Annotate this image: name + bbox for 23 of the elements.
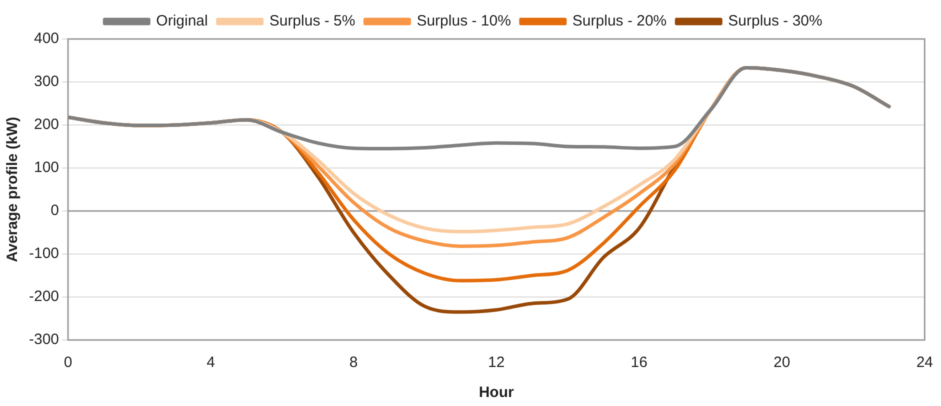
legend-label: Surplus - 20% xyxy=(572,12,667,30)
legend-label: Surplus - 30% xyxy=(728,12,822,30)
y-tick-label: -300 xyxy=(28,331,60,348)
y-tick-label: 200 xyxy=(34,116,60,134)
x-tick-label: 8 xyxy=(349,354,358,372)
x-tick-label: 24 xyxy=(916,354,933,372)
x-tick-label: 20 xyxy=(774,354,790,372)
y-axis-title: Average profile (kW) xyxy=(4,116,22,262)
x-tick-label: 16 xyxy=(630,354,648,372)
y-tick-label: 400 xyxy=(34,30,60,48)
line-series xyxy=(68,66,891,150)
y-tick-label: 0 xyxy=(50,202,60,220)
y-tick-label: 100 xyxy=(34,159,60,176)
x-tick-label: 0 xyxy=(64,354,72,372)
x-tick-label: 4 xyxy=(206,354,215,372)
x-tick-label: 12 xyxy=(488,354,505,372)
legend-label: Surplus - 5% xyxy=(269,12,356,30)
y-tick-label: -200 xyxy=(28,288,60,306)
legend-label: Surplus - 10% xyxy=(416,12,511,30)
x-axis-title: Hour xyxy=(478,384,514,402)
legend-label: Original xyxy=(156,12,208,30)
y-tick-label: 300 xyxy=(34,73,60,90)
y-tick-label: -100 xyxy=(28,245,60,262)
